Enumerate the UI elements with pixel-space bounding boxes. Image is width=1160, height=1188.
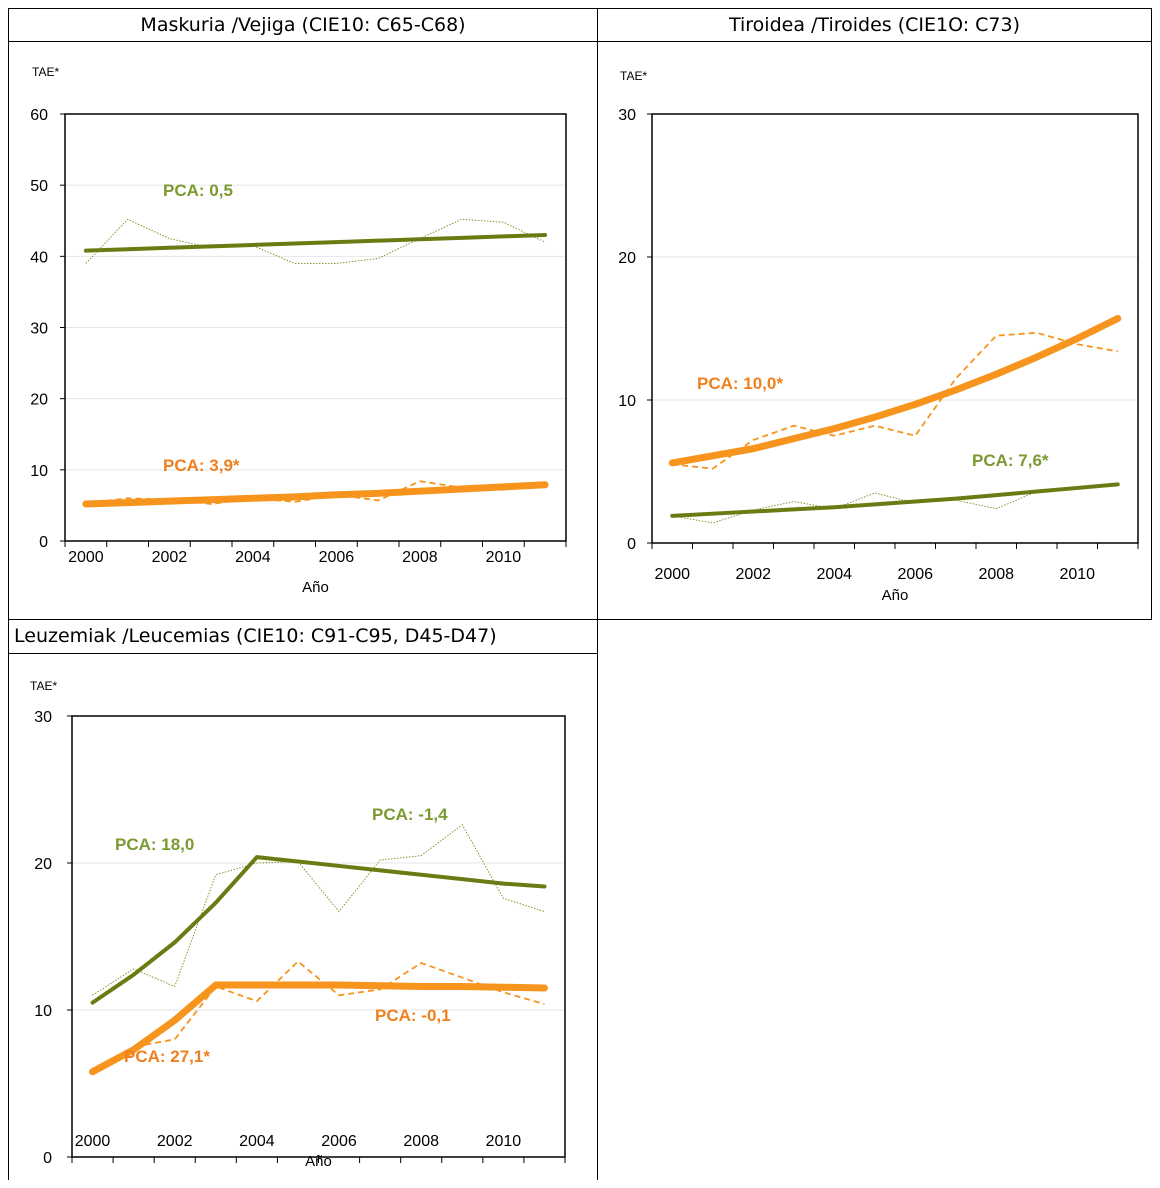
x-tick-label-2-1: 2002 (157, 1133, 193, 1150)
y-tick-label-2-2: 20 (34, 856, 52, 873)
y-tick-label-0-6: 60 (30, 107, 48, 124)
x-tick-label-0-3: 2006 (319, 549, 355, 566)
y-tick-label-2-3: 30 (34, 709, 52, 726)
x-tick-label-1-4: 2008 (978, 566, 1014, 583)
y-tick-label-0-1: 10 (30, 463, 48, 480)
y-tick-label-0-3: 30 (30, 321, 48, 338)
y-tick-label-0-0: 0 (39, 534, 48, 551)
series-0-3-orange-trend (82, 481, 549, 508)
x-tick-label-0-5: 2010 (486, 549, 522, 566)
border-middle (597, 8, 598, 1180)
plot-frame-1 (651, 113, 1139, 544)
y-tick-label-1-1: 10 (618, 393, 636, 410)
series-2-2-orange-observed (92, 960, 545, 1073)
series-1-0-orange-observed (672, 331, 1118, 470)
panel-title-leukemia: Leuzemiak /Leucemias (CIE10: C91-C95, D4… (14, 625, 497, 647)
x-tick-label-0-1: 2002 (152, 549, 188, 566)
x-tick-label-1-1: 2002 (735, 566, 771, 583)
x-tick-label-2-4: 2008 (403, 1133, 439, 1150)
x-tick-label-0-4: 2008 (402, 549, 438, 566)
x-axis-label-1: Año (882, 587, 909, 604)
series-2-1-green-trend (90, 855, 547, 1005)
series-1-1-orange-trend (668, 314, 1122, 467)
panel-title-thyroid: Tiroidea /Tiroides (CIE1O: C73) (728, 14, 1020, 36)
pca-annotation-2-1: PCA: -1,4 (372, 805, 448, 824)
y-tick-label-2-1: 10 (34, 1003, 52, 1020)
y-tick-label-2-0: 0 (43, 1150, 52, 1167)
x-axis-label-0: Año (302, 579, 329, 596)
pca-annotation-2-2: PCA: -0,1 (375, 1006, 451, 1025)
x-tick-label-0-2: 2004 (235, 549, 271, 566)
x-tick-label-1-2: 2004 (816, 566, 852, 583)
panel-title-bladder: Maskuria /Vejiga (CIE10: C65-C68) (140, 14, 466, 36)
y-axis-label-1: TAE* (620, 69, 647, 83)
y-axis-label-0: TAE* (32, 65, 59, 79)
y-tick-label-0-5: 50 (30, 178, 48, 195)
y-tick-label-0-4: 40 (30, 249, 48, 266)
x-axis-label-2: Año (305, 1153, 332, 1170)
series-1-3-green-trend (670, 482, 1120, 518)
pca-annotation-2-0: PCA: 18,0 (115, 835, 194, 854)
border-title-row-2 (8, 653, 598, 654)
pca-annotation-1-1: PCA: 7,6* (972, 451, 1049, 470)
series-2-3-orange-trend (89, 981, 548, 1076)
border-top (8, 8, 1152, 9)
border-row-separator (8, 619, 1152, 620)
border-right (1151, 8, 1152, 620)
x-tick-label-1-5: 2010 (1059, 566, 1095, 583)
pca-annotation-0-1: PCA: 3,9* (163, 456, 240, 475)
x-tick-label-2-2: 2004 (239, 1133, 275, 1150)
y-tick-label-1-0: 0 (627, 536, 636, 553)
x-tick-label-0-0: 2000 (68, 549, 104, 566)
pca-annotation-0-0: PCA: 0,5 (163, 181, 233, 200)
x-tick-label-1-0: 2000 (654, 566, 690, 583)
y-tick-label-1-3: 30 (618, 107, 636, 124)
pca-annotation-2-3: PCA: 27,1* (124, 1047, 210, 1066)
series-0-1-green-trend (83, 232, 548, 253)
y-tick-label-0-2: 20 (30, 392, 48, 409)
y-tick-label-1-2: 20 (618, 250, 636, 267)
x-tick-label-2-0: 2000 (75, 1133, 111, 1150)
border-left (8, 8, 9, 1180)
x-tick-label-2-5: 2010 (486, 1133, 522, 1150)
x-tick-label-2-3: 2006 (321, 1133, 357, 1150)
plot-frame-2 (71, 715, 566, 1158)
border-title-row-1 (8, 41, 1152, 42)
series-0-0-green-observed (85, 218, 546, 264)
figure-grid: Maskuria /Vejiga (CIE10: C65-C68) Tiroid… (8, 8, 1152, 1180)
y-axis-label-2: TAE* (30, 679, 57, 693)
pca-annotation-1-0: PCA: 10,0* (697, 374, 783, 393)
x-tick-label-1-3: 2006 (897, 566, 933, 583)
